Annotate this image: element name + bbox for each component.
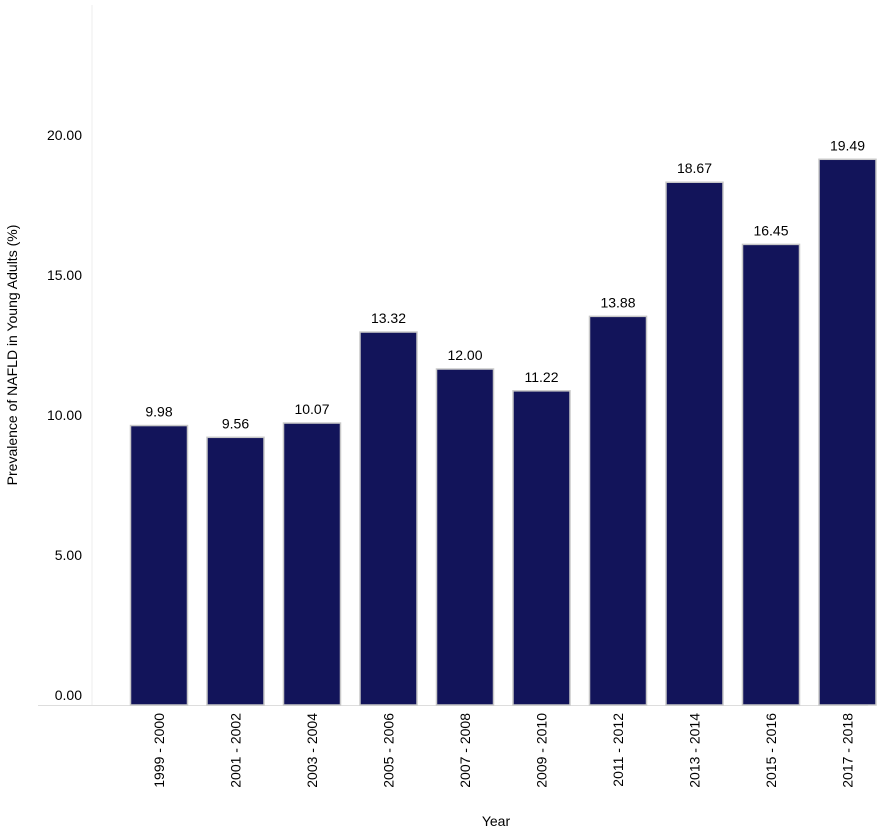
x-tick-label: 2009 - 2010 — [534, 713, 550, 788]
y-axis-ticks: 0.00 5.00 10.00 15.00 20.00 25.00 — [47, 0, 82, 703]
y-axis-title: Prevalence of NAFLD in Young Adults (%) — [4, 225, 20, 486]
x-tick-label: 1999 - 2000 — [151, 713, 167, 788]
x-tick-label: 2011 - 2012 — [610, 713, 626, 787]
bars — [129, 158, 877, 706]
x-tick-label: 2003 - 2004 — [304, 713, 320, 788]
data-label: 19.49 — [830, 137, 865, 153]
bar — [741, 243, 801, 706]
y-tick-label: 5.00 — [55, 547, 82, 563]
x-tick-label: 2017 - 2018 — [840, 713, 856, 788]
bar — [435, 368, 495, 706]
y-tick-label: 10.00 — [47, 407, 82, 423]
x-tick-label: 2013 - 2014 — [687, 713, 703, 788]
x-tick-label: 2007 - 2008 — [457, 713, 473, 788]
bar — [206, 436, 265, 706]
data-label: 12.00 — [447, 347, 482, 363]
x-tick-label: 2001 - 2002 — [228, 713, 244, 788]
bar — [359, 331, 418, 706]
y-tick-label: 25.00 — [47, 0, 82, 3]
data-label: 9.56 — [222, 415, 249, 431]
bar — [588, 315, 648, 706]
data-label: 11.22 — [525, 369, 559, 385]
y-tick-label: 20.00 — [47, 127, 82, 143]
data-label: 10.07 — [294, 401, 329, 417]
x-tick-label: 2015 - 2016 — [763, 713, 779, 788]
data-label: 13.88 — [600, 294, 635, 310]
data-label: 13.32 — [371, 310, 406, 326]
data-labels: 9.98 9.56 10.07 13.32 12.00 11.22 13.88 18.67 16… — [145, 137, 865, 431]
x-axis-title: Year — [482, 813, 511, 829]
y-tick-label: 0.00 — [55, 687, 82, 703]
bar — [129, 424, 189, 706]
bar — [512, 390, 571, 706]
bar — [665, 181, 724, 706]
bar — [818, 158, 877, 706]
x-axis-ticks: 1999 - 2000 2001 - 2002 2003 - 2004 2005 - … — [151, 713, 856, 788]
data-label: 16.45 — [753, 222, 788, 238]
bar — [282, 422, 342, 706]
data-label: 18.67 — [677, 160, 712, 176]
x-tick-label: 2005 - 2006 — [381, 713, 397, 788]
data-label: 9.98 — [145, 404, 172, 420]
y-tick-label: 15.00 — [47, 267, 82, 283]
